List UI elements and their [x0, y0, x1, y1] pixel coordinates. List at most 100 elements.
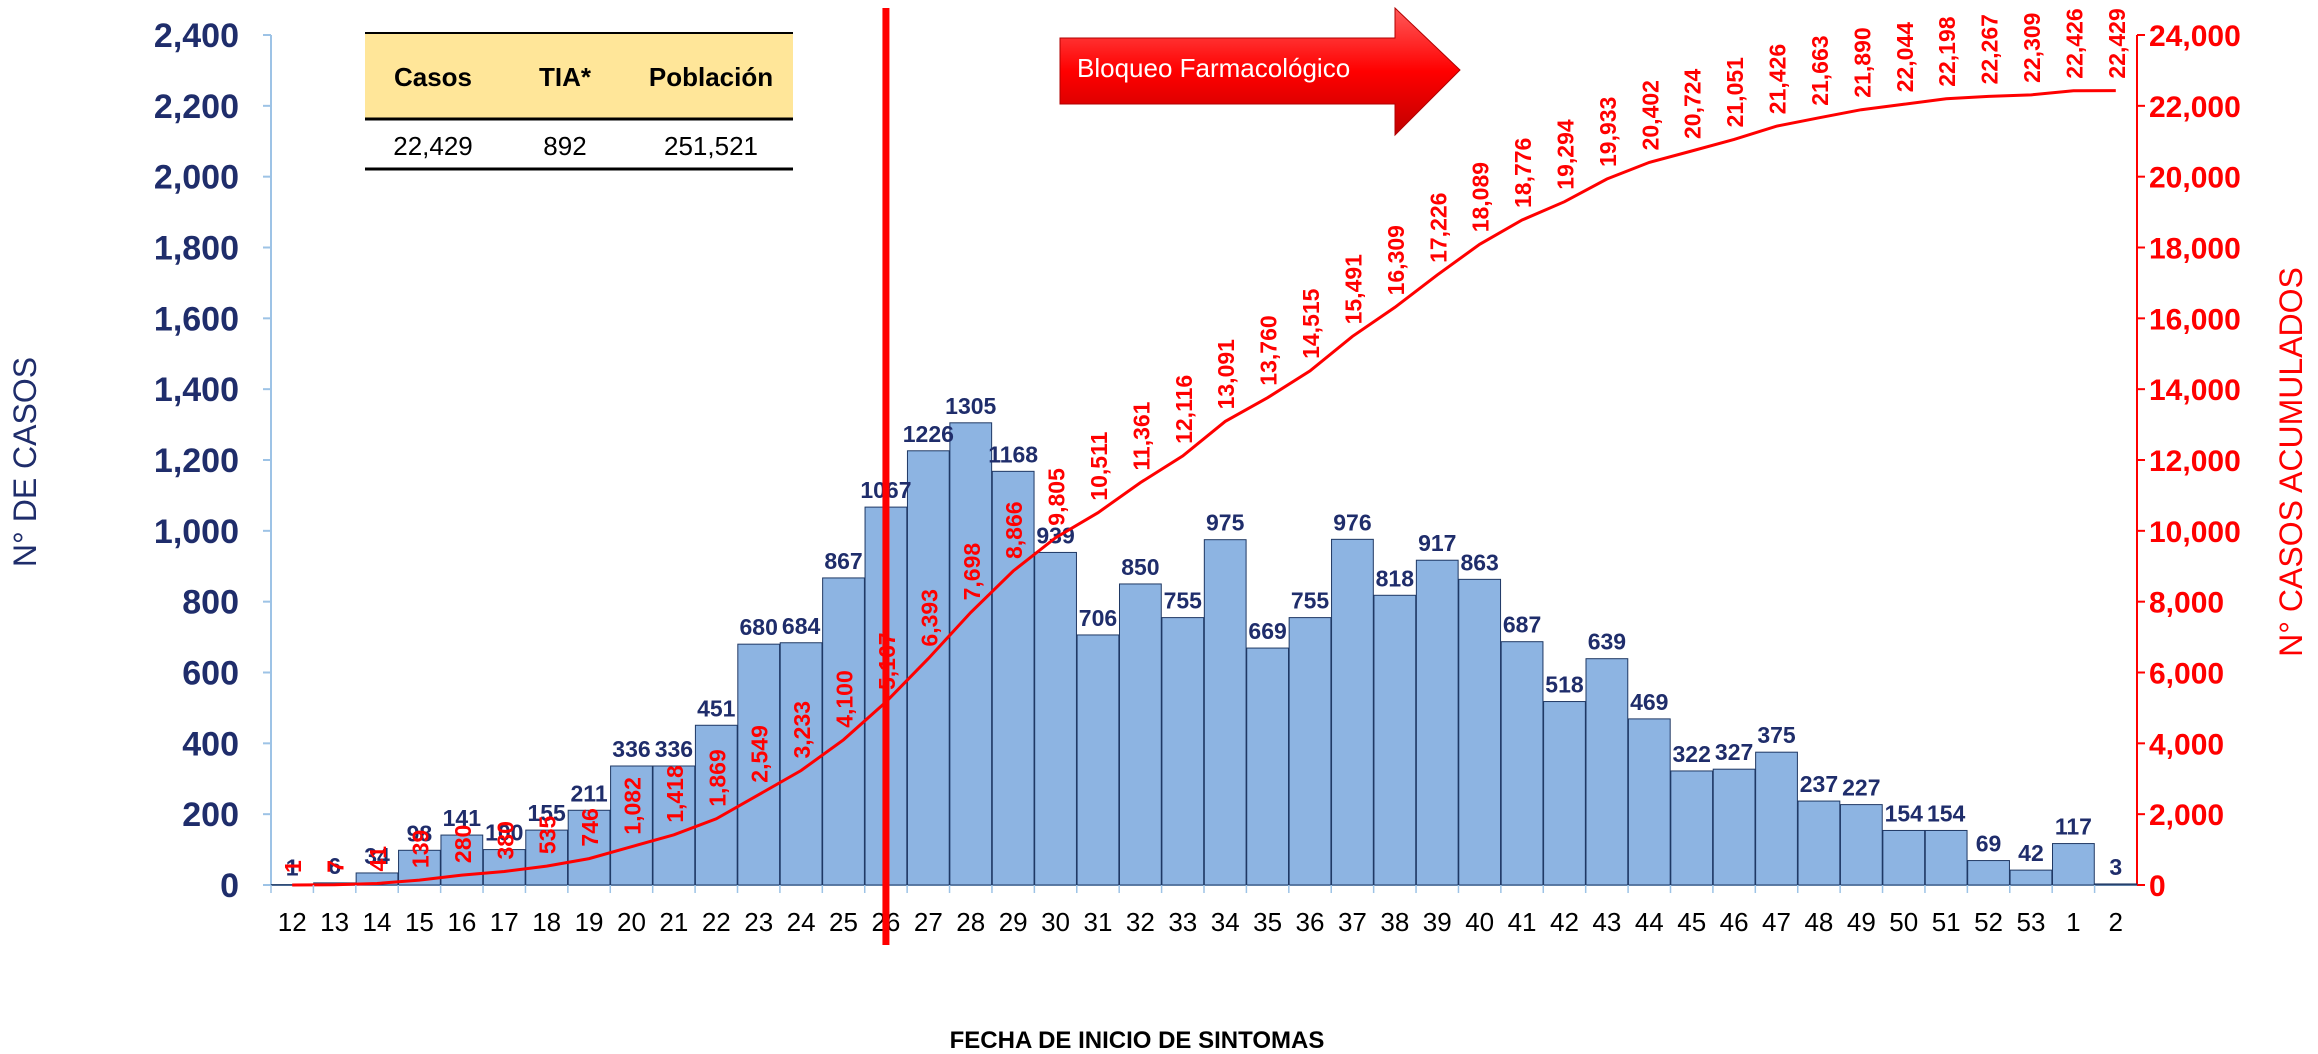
x-tick-label: 20 — [617, 907, 646, 937]
x-tick-label: 36 — [1296, 907, 1325, 937]
bar-value-label: 322 — [1673, 741, 1711, 767]
x-tick-label: 43 — [1592, 907, 1621, 937]
x-tick-label: 30 — [1041, 907, 1070, 937]
bar-value-label: 98 — [407, 820, 433, 846]
left-tick-label: 1,600 — [154, 300, 239, 338]
cumulative-value-label: 21,426 — [1765, 44, 1791, 114]
x-tick-label: 33 — [1168, 907, 1197, 937]
bar-value-label: 976 — [1333, 509, 1371, 535]
annotation-arrow: Bloqueo Farmacológico — [1059, 6, 1461, 137]
cumulative-value-label: 22,267 — [1977, 14, 2003, 84]
right-axis-ticks: 0 2,000 4,000 6,000 8,000 10,000 12,000 14,000 1… — [2137, 20, 2241, 903]
x-tick-label: 42 — [1550, 907, 1579, 937]
bar-value-label: 684 — [782, 613, 821, 639]
table-header-bg — [365, 33, 793, 119]
bar-value-label: 3 — [2109, 854, 2122, 880]
x-tick-label: 41 — [1508, 907, 1537, 937]
x-tick-label: 16 — [447, 907, 476, 937]
cumulative-value-label: 10,511 — [1086, 431, 1112, 500]
bar-value-label: 100 — [485, 820, 523, 846]
cumulative-value-label: 11,361 — [1128, 401, 1154, 470]
bar-labels: 1634981411001552113363364516806848671067… — [286, 393, 2122, 881]
bar-value-label: 917 — [1418, 530, 1456, 556]
bar-value-label: 863 — [1460, 549, 1498, 575]
cumulative-value-label: 1,869 — [704, 749, 730, 807]
x-tick-label: 15 — [405, 907, 434, 937]
x-tick-label: 28 — [956, 907, 985, 937]
x-tick-label: 19 — [575, 907, 604, 937]
bar-value-label: 336 — [612, 736, 650, 762]
cumulative-value-label: 18,089 — [1468, 162, 1494, 232]
cumulative-value-label: 19,294 — [1553, 119, 1579, 190]
bar-value-label: 336 — [655, 736, 693, 762]
x-tick-label: 52 — [1974, 907, 2003, 937]
right-tick-label: 20,000 — [2149, 162, 2241, 195]
cumulative-value-label: 9,805 — [1044, 468, 1070, 526]
bar-value-label: 939 — [1036, 522, 1074, 548]
bar — [1543, 701, 1586, 886]
cumulative-value-label: 21,051 — [1722, 57, 1748, 128]
cumulative-value-label: 1 — [280, 860, 306, 873]
bar-value-label: 211 — [571, 780, 608, 806]
annotation-text: Bloqueo Farmacológico — [1077, 53, 1350, 83]
bar-value-label: 155 — [527, 800, 566, 826]
x-tick-label: 32 — [1126, 907, 1155, 937]
x-tick-label: 38 — [1380, 907, 1409, 937]
x-tick-label: 27 — [914, 907, 943, 937]
x-tick-label: 47 — [1762, 907, 1791, 937]
table-cell-poblacion: 251,521 — [664, 131, 758, 161]
x-tick-label: 25 — [829, 907, 858, 937]
x-tick-label: 53 — [2017, 907, 2046, 937]
bar — [2094, 883, 2138, 886]
bar-value-label: 518 — [1545, 672, 1584, 698]
left-tick-label: 2,000 — [154, 159, 239, 197]
bar-value-label: 34 — [364, 843, 390, 869]
bar — [1797, 800, 1841, 886]
x-tick-label: 13 — [320, 907, 349, 937]
bar — [949, 422, 993, 886]
right-tick-label: 24,000 — [2149, 20, 2241, 53]
right-tick-label: 10,000 — [2149, 516, 2241, 549]
x-tick-label: 23 — [744, 907, 773, 937]
bar — [694, 724, 738, 886]
cumulative-value-label: 21,663 — [1807, 35, 1833, 105]
x-tick-label: 44 — [1635, 907, 1664, 937]
bar-value-label: 755 — [1164, 588, 1203, 614]
x-tick-label: 40 — [1465, 907, 1494, 937]
cumulative-value-label: 746 — [577, 808, 603, 846]
cumulative-value-label: 20,724 — [1680, 68, 1706, 139]
left-tick-label: 1,200 — [154, 442, 239, 480]
x-tick-label: 18 — [532, 907, 561, 937]
bar — [1585, 658, 1629, 886]
bar — [1161, 617, 1205, 886]
x-tick-label: 51 — [1932, 907, 1961, 937]
bar — [1755, 751, 1798, 886]
bar — [779, 642, 823, 886]
cumulative-value-label: 13,760 — [1256, 315, 1282, 385]
bar-value-label: 154 — [1927, 800, 1966, 826]
left-axis-ticks: 0 200 400 600 800 1,000 1,200 1,400 1,600 1,800 2,… — [154, 17, 271, 905]
bar-value-label: 1168 — [988, 441, 1038, 467]
left-tick-label: 1,400 — [154, 371, 239, 409]
cumulative-value-label: 41 — [365, 846, 391, 872]
x-tick-label: 1 — [2066, 907, 2080, 937]
cumulative-line — [292, 89, 2116, 887]
x-tick-label: 37 — [1338, 907, 1367, 937]
bar-value-label: 227 — [1842, 775, 1880, 801]
cumulative-value-label: 19,933 — [1595, 97, 1621, 167]
bar-value-label: 975 — [1206, 510, 1245, 536]
right-tick-label: 6,000 — [2149, 658, 2224, 691]
left-tick-label: 0 — [220, 867, 239, 905]
bar-value-label: 327 — [1715, 739, 1753, 765]
cumulative-value-label: 14,515 — [1298, 288, 1324, 359]
bar-value-label: 1226 — [903, 421, 954, 447]
bar — [1288, 617, 1332, 886]
cumulative-value-label: 1,418 — [662, 765, 688, 823]
cumulative-value-label: 22,198 — [1934, 16, 1960, 87]
bar — [2052, 843, 2095, 886]
cumulative-value-label: 21,890 — [1849, 27, 1875, 97]
x-tick-label: 50 — [1889, 907, 1918, 937]
table-cell-casos: 22,429 — [393, 131, 473, 161]
cumulative-value-label: 535 — [535, 816, 561, 855]
cumulative-value-label: 7,698 — [959, 543, 985, 601]
